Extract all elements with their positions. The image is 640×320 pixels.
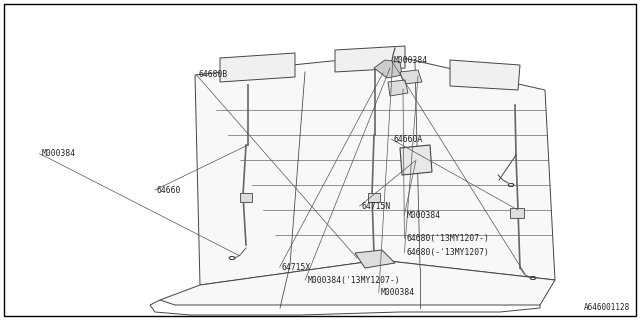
Polygon shape	[400, 145, 432, 175]
Polygon shape	[195, 55, 555, 285]
Polygon shape	[510, 208, 524, 218]
Polygon shape	[220, 53, 295, 82]
Text: M000384: M000384	[381, 288, 415, 297]
Polygon shape	[335, 46, 405, 72]
Text: 64680(-'13MY1207): 64680(-'13MY1207)	[406, 248, 489, 257]
Text: 64680('13MY1207-): 64680('13MY1207-)	[406, 234, 489, 243]
Polygon shape	[450, 60, 520, 90]
Polygon shape	[374, 60, 402, 78]
Text: 64715N: 64715N	[362, 202, 391, 211]
Polygon shape	[160, 260, 555, 305]
Text: M000384('13MY1207-): M000384('13MY1207-)	[307, 276, 400, 284]
Polygon shape	[240, 193, 252, 202]
Text: 64680B: 64680B	[198, 70, 228, 79]
Polygon shape	[400, 70, 422, 84]
Text: M000384: M000384	[406, 211, 440, 220]
Polygon shape	[368, 193, 380, 202]
Polygon shape	[388, 80, 408, 96]
Text: 64715X: 64715X	[282, 263, 311, 272]
Text: M000384: M000384	[394, 56, 428, 65]
Text: A646001128: A646001128	[584, 303, 630, 312]
Text: 64660A: 64660A	[394, 135, 423, 144]
Text: 64660: 64660	[157, 186, 181, 195]
Polygon shape	[355, 250, 395, 268]
Text: M000384: M000384	[42, 149, 76, 158]
